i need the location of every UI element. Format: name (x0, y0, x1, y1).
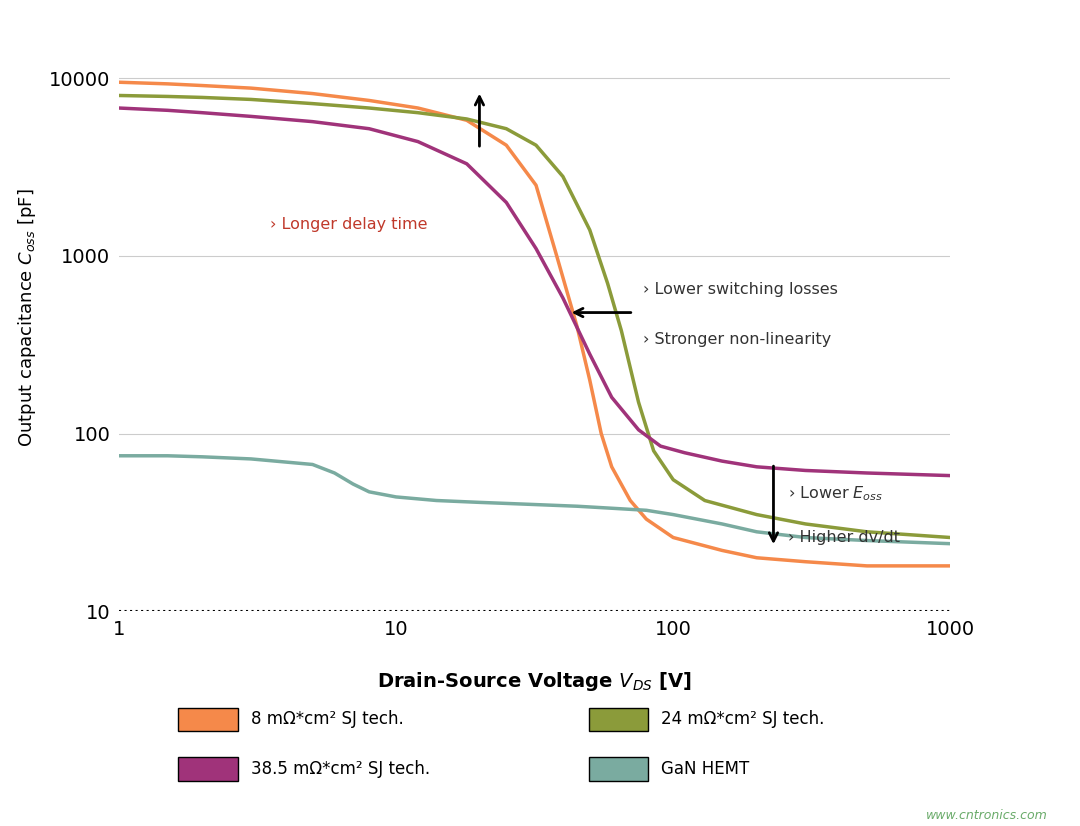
Text: www.cntronics.com: www.cntronics.com (926, 809, 1048, 822)
Text: › Longer delay time: › Longer delay time (270, 217, 427, 232)
Text: GaN HEMT: GaN HEMT (661, 760, 750, 778)
Text: Drain-Source Voltage $V_{DS}$ [V]: Drain-Source Voltage $V_{DS}$ [V] (377, 670, 692, 693)
Text: › Lower switching losses: › Lower switching losses (644, 282, 838, 297)
Text: 8 mΩ*cm² SJ tech.: 8 mΩ*cm² SJ tech. (251, 710, 403, 729)
Text: › Stronger non-linearity: › Stronger non-linearity (644, 332, 832, 347)
Text: › Lower $E_{oss}$: › Lower $E_{oss}$ (788, 484, 883, 503)
Text: 24 mΩ*cm² SJ tech.: 24 mΩ*cm² SJ tech. (661, 710, 824, 729)
Text: 38.5 mΩ*cm² SJ tech.: 38.5 mΩ*cm² SJ tech. (251, 760, 430, 778)
Text: › Higher dv/dt: › Higher dv/dt (788, 530, 901, 545)
Y-axis label: Output capacitance $C_{oss}$ [pF]: Output capacitance $C_{oss}$ [pF] (16, 188, 38, 448)
